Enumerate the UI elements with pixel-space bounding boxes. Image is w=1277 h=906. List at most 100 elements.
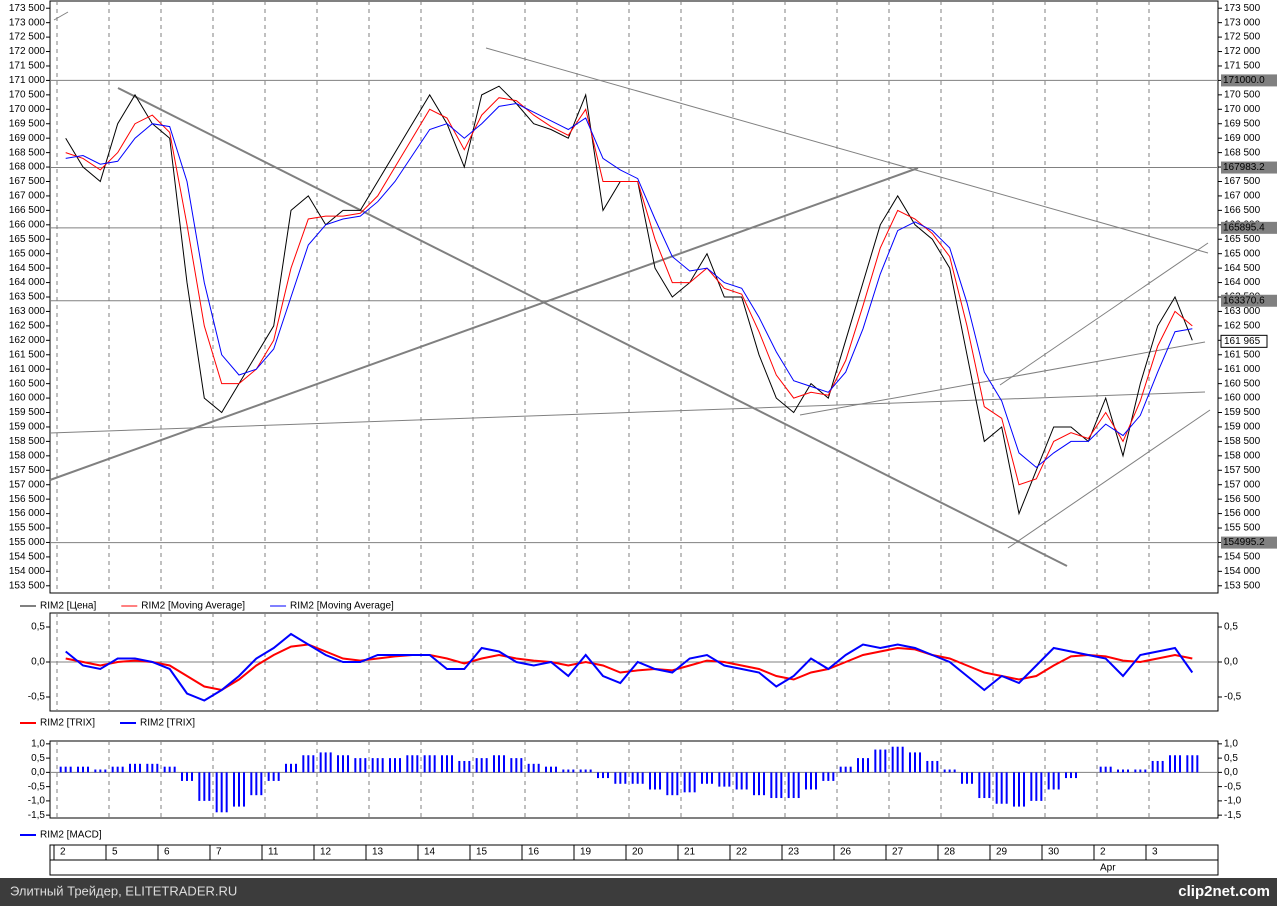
y-tick-label: 0,5 xyxy=(31,753,45,764)
y-tick-label: 169 500 xyxy=(1224,118,1261,129)
y-tick-label: 170 500 xyxy=(1224,89,1261,100)
y-tick-label: 165 000 xyxy=(9,248,46,259)
y-tick-label: 0,0 xyxy=(1224,767,1238,778)
last-price-box xyxy=(1220,334,1268,348)
y-tick-label: 165 000 xyxy=(1224,248,1261,259)
footer-bar xyxy=(0,878,1277,906)
y-tick-label: 1,0 xyxy=(31,738,45,749)
legend-label: RIM2 [TRIX] xyxy=(40,718,95,729)
y-tick-label: 169 000 xyxy=(9,133,46,144)
y-tick-label: -1,0 xyxy=(1224,796,1242,807)
x-tick-label: 16 xyxy=(528,847,540,858)
y-tick-label: 156 500 xyxy=(1224,494,1261,505)
y-tick-label: 172 500 xyxy=(9,32,46,43)
y-tick-label: 163 000 xyxy=(1224,306,1261,317)
y-tick-label: 0,0 xyxy=(31,657,45,668)
x-tick-label: 6 xyxy=(164,847,170,858)
y-tick-label: 163 000 xyxy=(9,306,46,317)
legend-label: RIM2 [Moving Average] xyxy=(141,601,245,612)
y-tick-label: 172 500 xyxy=(1224,32,1261,43)
level-box xyxy=(1221,221,1277,234)
level-label: 171000.0 xyxy=(1223,75,1265,86)
y-tick-label: 157 000 xyxy=(9,479,46,490)
x-tick-label: 5 xyxy=(112,847,118,858)
y-tick-label: 169 500 xyxy=(9,118,46,129)
y-tick-label: 168 500 xyxy=(9,147,46,158)
y-tick-label: 155 500 xyxy=(9,523,46,534)
y-tick-label: -1,5 xyxy=(28,810,46,821)
trend-line xyxy=(999,242,1209,386)
y-tick-label: 156 500 xyxy=(9,494,46,505)
y-tick-label: 160 500 xyxy=(1224,378,1261,389)
y-tick-label: -0,5 xyxy=(1224,692,1242,703)
y-tick-label: 160 500 xyxy=(9,378,46,389)
price-panel xyxy=(49,0,1219,594)
y-tick-label: 159 000 xyxy=(1224,422,1261,433)
y-tick-label: 0,5 xyxy=(1224,753,1238,764)
y-tick-label: 162 500 xyxy=(1224,321,1261,332)
level-box xyxy=(1221,294,1277,307)
y-tick-label: 162 000 xyxy=(9,335,46,346)
y-tick-label: 158 000 xyxy=(1224,450,1261,461)
y-tick-label: 154 000 xyxy=(9,566,46,577)
y-tick-label: -0,5 xyxy=(1224,781,1242,792)
y-tick-label: 170 500 xyxy=(9,89,46,100)
trend-line xyxy=(485,47,1209,254)
x-tick-label: 2 xyxy=(60,847,66,858)
y-tick-label: -1,0 xyxy=(28,796,46,807)
y-tick-label: 166 500 xyxy=(9,205,46,216)
y-tick-label: 157 500 xyxy=(1224,465,1261,476)
y-tick-label: 167 500 xyxy=(9,176,46,187)
trend-line xyxy=(49,391,1206,434)
y-tick-label: 164 000 xyxy=(1224,277,1261,288)
x-tick-label: 21 xyxy=(684,847,696,858)
y-tick-label: 168 000 xyxy=(9,162,46,173)
x-tick-label: 14 xyxy=(424,847,436,858)
x-tick-label: 13 xyxy=(372,847,384,858)
thin-lines xyxy=(49,11,1211,549)
y-tick-label: 173 000 xyxy=(1224,17,1261,28)
x-tick-label: 29 xyxy=(996,847,1008,858)
y-tick-label: 161 000 xyxy=(9,364,46,375)
last-price-label: 161 965 xyxy=(1224,336,1261,347)
y-tick-label: 167 000 xyxy=(1224,191,1261,202)
legend-label: RIM2 [Цена] xyxy=(40,601,96,612)
trend-line xyxy=(799,341,1206,416)
x-tick-label: 7 xyxy=(216,847,222,858)
level-label: 154995.2 xyxy=(1223,537,1265,548)
trend-line xyxy=(53,11,69,21)
y-tick-label: 173 500 xyxy=(9,3,46,14)
x-tick-label: 22 xyxy=(736,847,748,858)
trend-line xyxy=(1007,409,1211,549)
y-tick-label: -1,5 xyxy=(1224,810,1242,821)
y-tick-label: 172 000 xyxy=(1224,46,1261,57)
x-tick-label: 27 xyxy=(892,847,904,858)
y-tick-label: 155 000 xyxy=(9,537,46,548)
series-line xyxy=(65,97,1193,486)
x-tick-label: 2 xyxy=(1100,847,1106,858)
y-tick-label: -0,5 xyxy=(28,781,46,792)
y-tick-label: 163 500 xyxy=(9,292,46,303)
y-tick-label: 159 000 xyxy=(9,422,46,433)
legend-label: RIM2 [Moving Average] xyxy=(290,601,394,612)
y-tick-label: -0,5 xyxy=(28,692,46,703)
y-tick-label: 153 500 xyxy=(1224,580,1261,591)
level-box xyxy=(1221,74,1277,87)
x-tick-label: 3 xyxy=(1152,847,1158,858)
y-tick-label: 164 500 xyxy=(9,263,46,274)
y-tick-label: 165 500 xyxy=(9,234,46,245)
y-tick-label: 161 500 xyxy=(9,349,46,360)
y-tick-label: 165 500 xyxy=(1224,234,1261,245)
y-tick-label: 171 500 xyxy=(9,61,46,72)
y-tick-label: 0,5 xyxy=(31,622,45,633)
y-tick-label: 168 500 xyxy=(1224,147,1261,158)
y-tick-label: 171 000 xyxy=(9,75,46,86)
y-tick-label: 158 500 xyxy=(9,436,46,447)
x-tick-label: 20 xyxy=(632,847,644,858)
y-tick-label: 161 500 xyxy=(1224,349,1261,360)
level-box xyxy=(1221,161,1277,174)
macd-panel xyxy=(49,740,1219,819)
x-tick-label: 23 xyxy=(788,847,800,858)
level-label: 167983.2 xyxy=(1223,162,1265,173)
